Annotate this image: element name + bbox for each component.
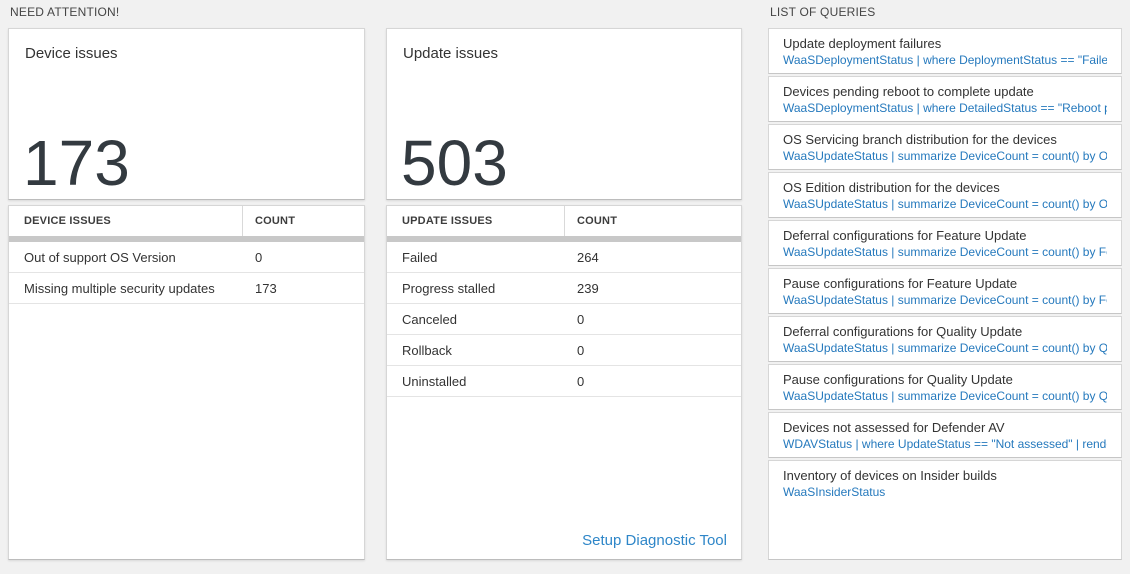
query-text[interactable]: WaaSUpdateStatus | summarize DeviceCount… (783, 389, 1107, 403)
query-title: Devices pending reboot to complete updat… (783, 84, 1034, 99)
query-title: Inventory of devices on Insider builds (783, 468, 997, 483)
query-title: Pause configurations for Feature Update (783, 276, 1018, 291)
device-issues-table-header: DEVICE ISSUES COUNT (9, 206, 364, 236)
update-issues-table-card: UPDATE ISSUES COUNT Failed 264 Progress … (386, 205, 742, 560)
issue-label: Missing multiple security updates (24, 280, 215, 296)
query-title: Pause configurations for Quality Update (783, 372, 1013, 387)
query-text[interactable]: WDAVStatus | where UpdateStatus == "Not … (783, 437, 1107, 451)
query-item[interactable]: Devices not assessed for Defender AV WDA… (768, 412, 1122, 458)
query-item[interactable]: Deferral configurations for Feature Upda… (768, 220, 1122, 266)
query-item[interactable]: Devices pending reboot to complete updat… (768, 76, 1122, 122)
query-item[interactable]: Inventory of devices on Insider builds W… (768, 460, 1122, 560)
issue-count: 0 (577, 373, 585, 389)
query-title: Devices not assessed for Defender AV (783, 420, 1005, 435)
issue-label: Uninstalled (402, 373, 467, 389)
table-row[interactable]: Missing multiple security updates 173 (9, 273, 364, 304)
query-text[interactable]: WaaSUpdateStatus | summarize DeviceCount… (783, 341, 1107, 355)
issue-count: 0 (255, 249, 263, 265)
column-header-count: COUNT (255, 215, 296, 227)
update-issues-summary-tile[interactable]: Update issues 503 (386, 28, 742, 200)
table-row[interactable]: Progress stalled 239 (387, 273, 741, 304)
query-text[interactable]: WaaSDeploymentStatus | where DeploymentS… (783, 53, 1107, 67)
issue-count: 264 (577, 249, 599, 265)
column-header-device-issues: DEVICE ISSUES (9, 206, 243, 236)
query-title: OS Edition distribution for the devices (783, 180, 1000, 195)
table-header-separator-bar (387, 236, 741, 242)
query-item[interactable]: Pause configurations for Feature Update … (768, 268, 1122, 314)
query-item[interactable]: Pause configurations for Quality Update … (768, 364, 1122, 410)
issue-count: 239 (577, 280, 599, 296)
update-issues-title: Update issues (403, 45, 499, 62)
device-issues-table-card: DEVICE ISSUES COUNT Out of support OS Ve… (8, 205, 365, 560)
query-text[interactable]: WaaSDeploymentStatus | where DetailedSta… (783, 101, 1107, 115)
device-issues-count: 173 (23, 127, 130, 200)
query-text[interactable]: WaaSUpdateStatus | summarize DeviceCount… (783, 197, 1107, 211)
device-issues-title: Device issues (25, 45, 118, 62)
query-text[interactable]: WaaSUpdateStatus | summarize DeviceCount… (783, 293, 1107, 307)
table-row[interactable]: Out of support OS Version 0 (9, 242, 364, 273)
issue-label: Out of support OS Version (24, 249, 176, 265)
query-text[interactable]: WaaSUpdateStatus | summarize DeviceCount… (783, 245, 1107, 259)
query-title: Deferral configurations for Quality Upda… (783, 324, 1023, 339)
list-of-queries-header: LIST OF QUERIES (770, 5, 876, 19)
setup-diagnostic-tool-link[interactable]: Setup Diagnostic Tool (582, 532, 727, 549)
query-item[interactable]: OS Servicing branch distribution for the… (768, 124, 1122, 170)
table-row[interactable]: Rollback 0 (387, 335, 741, 366)
query-item[interactable]: Update deployment failures WaaSDeploymen… (768, 28, 1122, 74)
query-item[interactable]: Deferral configurations for Quality Upda… (768, 316, 1122, 362)
update-issues-count: 503 (401, 127, 508, 200)
list-of-queries-panel: Update deployment failures WaaSDeploymen… (768, 28, 1122, 562)
issue-label: Failed (402, 249, 438, 265)
query-text[interactable]: WaaSUpdateStatus | summarize DeviceCount… (783, 149, 1107, 163)
device-issues-summary-tile[interactable]: Device issues 173 (8, 28, 365, 200)
issue-count: 0 (577, 342, 585, 358)
column-header-count: COUNT (577, 215, 618, 227)
issue-label: Progress stalled (402, 280, 496, 296)
query-title: Deferral configurations for Feature Upda… (783, 228, 1027, 243)
issue-count: 0 (577, 311, 585, 327)
update-issues-table-header: UPDATE ISSUES COUNT (387, 206, 741, 236)
query-item[interactable]: OS Edition distribution for the devices … (768, 172, 1122, 218)
table-row[interactable]: Failed 264 (387, 242, 741, 273)
query-title: Update deployment failures (783, 36, 942, 51)
issue-label: Rollback (402, 342, 452, 358)
issue-count: 173 (255, 280, 277, 296)
query-text[interactable]: WaaSInsiderStatus (783, 485, 886, 499)
table-row[interactable]: Canceled 0 (387, 304, 741, 335)
table-row[interactable]: Uninstalled 0 (387, 366, 741, 397)
need-attention-header: NEED ATTENTION! (10, 5, 120, 19)
table-header-separator-bar (9, 236, 364, 242)
issue-label: Canceled (402, 311, 457, 327)
column-header-update-issues: UPDATE ISSUES (387, 206, 565, 236)
query-title: OS Servicing branch distribution for the… (783, 132, 1057, 147)
